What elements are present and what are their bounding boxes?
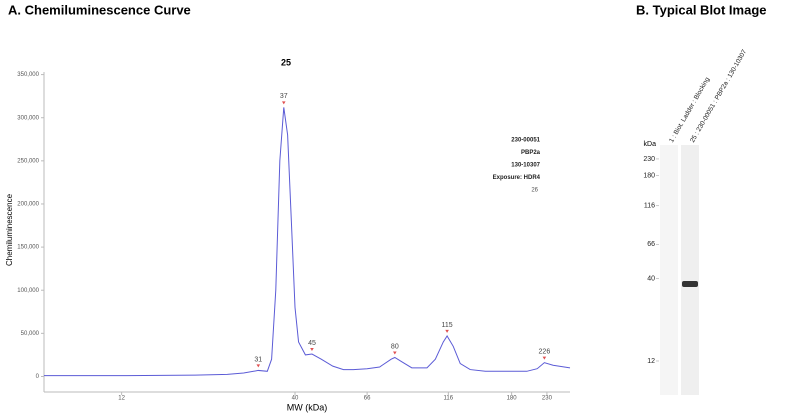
annotation: PBP2a xyxy=(521,150,541,156)
blot-tick-label: 40 xyxy=(647,275,655,282)
y-tick-label: 0 xyxy=(36,374,40,380)
blot-tick-label: 66 xyxy=(647,241,655,248)
peak-marker xyxy=(310,348,314,352)
blot-axis-label: kDa xyxy=(644,141,657,148)
annotation: Exposure: HDR4 xyxy=(493,175,541,181)
peak-label: 31 xyxy=(254,356,262,363)
y-tick-label: 250,000 xyxy=(17,158,39,164)
x-axis-label: MW (kDa) xyxy=(287,402,328,412)
y-axis-label: Chemiluminescence xyxy=(5,193,14,266)
x-tick-label: 116 xyxy=(444,396,454,402)
peak-marker xyxy=(542,356,547,360)
y-tick-label: 350,000 xyxy=(17,72,39,78)
lane-label: 1 : Biot. Ladder : Blocking xyxy=(668,76,711,144)
x-tick-label: 230 xyxy=(542,396,553,402)
peak-label: 37 xyxy=(280,93,288,100)
x-tick-label: 66 xyxy=(364,396,371,402)
peak-marker xyxy=(281,101,286,105)
curve xyxy=(44,107,571,377)
y-tick-label: 50,000 xyxy=(21,331,40,337)
x-tick-label: 40 xyxy=(292,396,299,402)
x-tick-label: 180 xyxy=(507,396,518,402)
peak-label: 45 xyxy=(308,340,316,347)
lane xyxy=(660,145,678,395)
peak-label: 80 xyxy=(391,343,399,350)
annotation: 230-00051 xyxy=(511,138,540,144)
y-tick-label: 150,000 xyxy=(17,245,39,251)
y-tick-label: 100,000 xyxy=(17,288,39,294)
peak-marker xyxy=(393,351,397,355)
peak-marker xyxy=(445,329,449,333)
peak-label: 226 xyxy=(539,349,551,356)
band xyxy=(682,280,698,287)
lane xyxy=(681,145,699,395)
y-tick-label: 300,000 xyxy=(17,115,39,121)
panel-title: A. Chemiluminescence Curve xyxy=(8,2,191,17)
peak-marker xyxy=(256,364,261,368)
annotation-note: 26 xyxy=(531,188,538,194)
chart-title: 25 xyxy=(281,57,291,67)
peak-label: 115 xyxy=(442,322,453,329)
blot-tick-label: 180 xyxy=(643,173,655,180)
x-tick-label: 12 xyxy=(118,396,125,402)
blot-tick-label: 12 xyxy=(647,358,655,365)
annotation: 130-10307 xyxy=(511,163,540,169)
panel-title: B. Typical Blot Image xyxy=(636,2,767,17)
y-tick-label: 200,000 xyxy=(17,202,39,208)
blot-tick-label: 116 xyxy=(644,203,655,210)
blot-tick-label: 230 xyxy=(643,156,655,163)
